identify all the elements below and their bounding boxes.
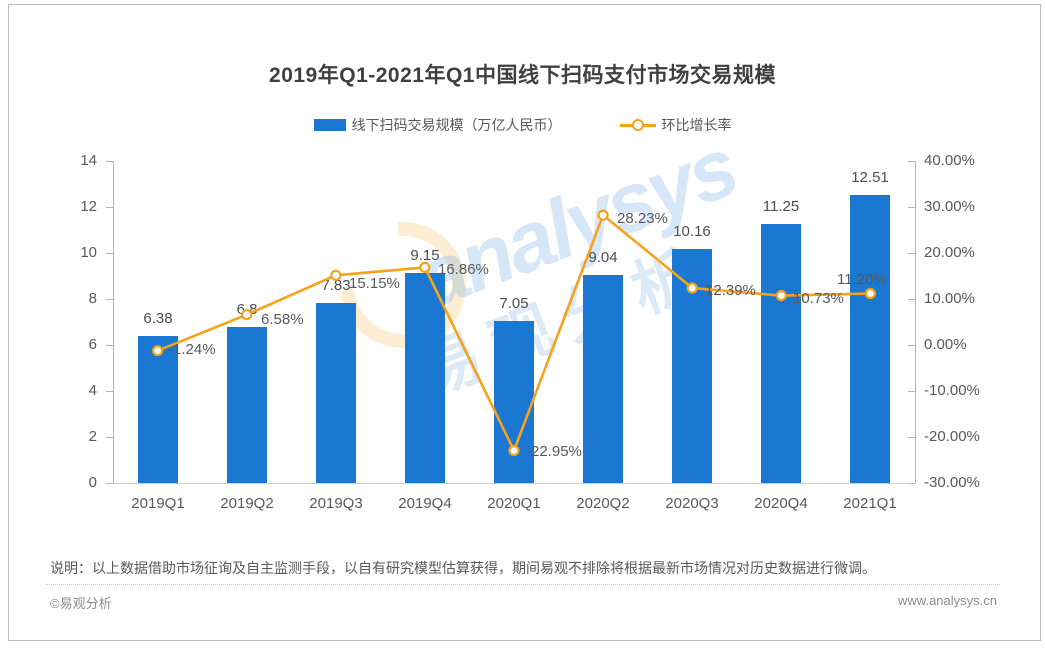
- line-marker: [419, 261, 431, 273]
- x-axis-label: 2019Q1: [131, 495, 185, 512]
- right-axis-tick: [908, 161, 915, 162]
- left-axis-tick-label: 2: [88, 428, 97, 445]
- line-legend-marker-icon: [631, 119, 644, 131]
- bar-2020Q2: [583, 275, 623, 483]
- x-axis-label: 2020Q3: [665, 495, 719, 512]
- left-axis-tick: [106, 483, 113, 484]
- bar-legend-swatch: [313, 119, 346, 131]
- right-axis-tick-label: 30.00%: [924, 198, 975, 215]
- right-axis-tick: [908, 207, 915, 208]
- bar-value-label: 9.15: [410, 247, 440, 264]
- bar-value-label: 9.04: [588, 249, 618, 266]
- right-axis-tick-label: 20.00%: [924, 244, 975, 261]
- right-axis-tick: [908, 253, 915, 254]
- line-value-label: 28.23%: [617, 210, 668, 227]
- line-value-label: 15.15%: [349, 275, 400, 292]
- bar-value-label: 6.38: [143, 310, 173, 327]
- right-axis-tick: [908, 483, 915, 484]
- left-axis-tick: [106, 391, 113, 392]
- left-axis-tick: [106, 345, 113, 346]
- line-marker: [241, 309, 253, 321]
- line-marker: [597, 209, 609, 221]
- right-axis-tick: [908, 391, 915, 392]
- line-value-label: 10.73%: [793, 290, 844, 307]
- line-legend-swatch: [619, 119, 656, 131]
- bar-2019Q4: [405, 273, 445, 483]
- copyright: ©易观分析: [50, 596, 112, 611]
- right-axis-tick-label: -30.00%: [924, 474, 980, 491]
- bar-value-label: 7.05: [499, 295, 529, 312]
- right-axis-tick: [908, 437, 915, 438]
- bar-2019Q2: [227, 327, 267, 483]
- right-axis-tick-label: -20.00%: [924, 428, 980, 445]
- bar-2021Q1: [850, 195, 890, 483]
- right-axis-tick-label: 10.00%: [924, 290, 975, 307]
- left-axis-tick-label: 14: [80, 152, 97, 169]
- right-axis-tick: [908, 299, 915, 300]
- growth-line: [157, 212, 871, 454]
- legend: 线下扫码交易规模（万亿人民币） 环比增长率: [0, 115, 1045, 135]
- bar-value-label: 7.83: [321, 277, 351, 294]
- chart-title: 2019年Q1-2021年Q1中国线下扫码支付市场交易规模: [269, 64, 776, 87]
- legend-item-bar: 线下扫码交易规模（万亿人民币）: [313, 115, 562, 135]
- x-axis-label: 2020Q4: [754, 495, 808, 512]
- left-axis-tick-label: 4: [88, 382, 97, 399]
- footnote: 说明：以上数据借助市场征询及自主监测手段，以自有研究模型估算获得，期间易观不排除…: [50, 560, 876, 576]
- left-axis-tick: [106, 253, 113, 254]
- left-axis-tick: [106, 299, 113, 300]
- x-axis-label: 2021Q1: [843, 495, 897, 512]
- line-marker: [330, 269, 342, 281]
- bar-value-label: 11.25: [762, 198, 800, 215]
- line-value-label: 11.20%: [837, 271, 887, 288]
- bar-2020Q4: [761, 224, 801, 483]
- bar-2019Q3: [316, 303, 356, 483]
- right-axis-tick-label: 40.00%: [924, 152, 975, 169]
- line-marker: [686, 282, 698, 294]
- left-axis-tick: [106, 207, 113, 208]
- footer-divider: [45, 584, 1000, 585]
- left-axis-tick-label: 10: [80, 244, 97, 261]
- line-value-label: 16.86%: [438, 261, 489, 278]
- line-value-label: 6.58%: [261, 311, 304, 328]
- legend-item-line: 环比增长率: [619, 115, 732, 135]
- legend-bar-label: 线下扫码交易规模（万亿人民币）: [351, 117, 562, 133]
- line-marker: [152, 345, 164, 357]
- line-value-label: 12.39%: [705, 282, 756, 299]
- bar-value-label: 10.16: [673, 223, 711, 240]
- legend-line-label: 环比增长率: [661, 117, 732, 133]
- bar-2019Q1: [138, 336, 178, 483]
- left-axis-tick: [106, 161, 113, 162]
- right-axis-tick-label: 0.00%: [924, 336, 967, 353]
- x-axis-label: 2020Q2: [576, 495, 630, 512]
- bar-value-label: 12.51: [851, 169, 889, 186]
- right-axis-line: [915, 161, 916, 483]
- x-axis-label: 2019Q4: [398, 495, 452, 512]
- line-value-label: -22.95%: [526, 443, 582, 460]
- image-border: [8, 4, 1041, 641]
- line-marker: [508, 445, 520, 457]
- left-axis-tick-label: 8: [88, 290, 97, 307]
- line-marker: [864, 287, 877, 300]
- left-axis-tick-label: 0: [88, 474, 97, 491]
- x-axis-label: 2019Q3: [309, 495, 363, 512]
- x-axis-line: [113, 483, 915, 484]
- website-link: www.analysys.cn: [898, 593, 997, 608]
- right-axis-tick: [908, 345, 915, 346]
- x-axis-label: 2020Q1: [487, 495, 541, 512]
- left-axis-tick-label: 6: [88, 336, 97, 353]
- line-marker: [775, 290, 787, 302]
- left-axis-line: [113, 161, 114, 483]
- line-value-label: -1.24%: [168, 341, 216, 358]
- left-axis-tick-label: 12: [80, 198, 97, 215]
- left-axis-tick: [106, 437, 113, 438]
- x-axis-label: 2019Q2: [220, 495, 274, 512]
- right-axis-tick-label: -10.00%: [924, 382, 980, 399]
